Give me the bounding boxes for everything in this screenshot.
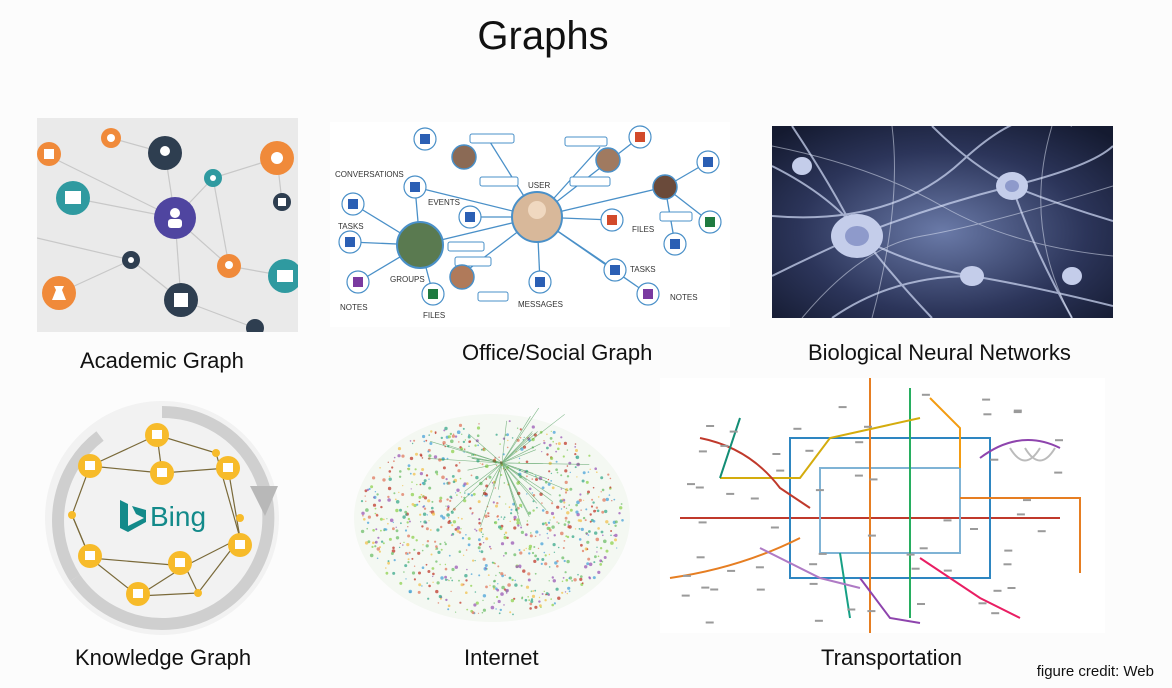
transportation-map-image [660,378,1105,633]
bing-logo-icon [120,500,146,532]
slide-title: Graphs [477,14,609,58]
office-label-notes-right: NOTES [670,293,698,302]
office-label-user: USER [528,181,550,190]
neural-network-caption: Biological Neural Networks [808,340,1071,365]
internet-graph-image [352,404,632,628]
office-label-groups: GROUPS [390,275,425,284]
office-label-conversations: CONVERSATIONS [335,170,404,179]
figure-credit: figure credit: Web [1036,663,1154,680]
academic-graph-caption: Academic Graph [80,348,244,373]
office-label-notes-left: NOTES [340,303,368,312]
office-social-graph-image: CONVERSATIONS EVENTS TASKS GROUPS NOTES … [330,122,730,327]
office-label-files-left: FILES [423,311,445,320]
internet-caption: Internet [464,645,539,670]
office-label-files-right: FILES [632,225,654,234]
academic-graph-image [36,118,302,337]
neural-network-image [771,115,1114,319]
office-label-tasks-right: TASKS [630,265,656,274]
office-label-tasks-left: TASKS [338,222,364,231]
office-social-graph-caption: Office/Social Graph [462,340,653,365]
knowledge-graph-caption: Knowledge Graph [75,645,252,670]
office-label-events: EVENTS [428,198,460,207]
knowledge-graph-image: Bing [40,398,285,638]
office-label-messages: MESSAGES [518,300,563,309]
transportation-caption: Transportation [821,645,963,670]
bing-logo-text: Bing [150,501,206,532]
